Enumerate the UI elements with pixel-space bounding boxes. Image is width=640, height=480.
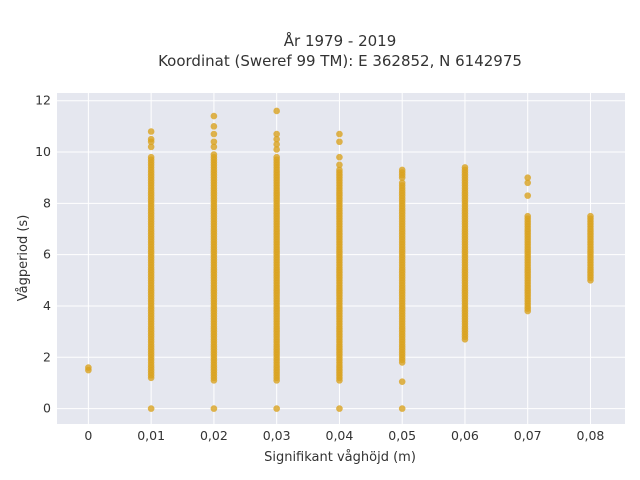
data-point <box>273 146 280 153</box>
data-point <box>587 212 594 220</box>
data-point <box>336 166 343 174</box>
y-tick-label: 6 <box>43 247 51 262</box>
x-tick-label: 0,05 <box>388 428 416 443</box>
data-point <box>336 138 343 146</box>
data-point <box>524 192 532 199</box>
data-point <box>147 128 155 135</box>
data-point <box>85 364 92 371</box>
data-point <box>210 138 218 146</box>
x-tick-label: 0,06 <box>451 428 479 443</box>
data-point <box>210 405 218 412</box>
x-tick-label: 0,03 <box>263 428 291 443</box>
data-point <box>210 151 218 158</box>
y-tick-label: 2 <box>43 349 51 364</box>
y-tick-label: 8 <box>43 195 51 210</box>
x-tick-label: 0 <box>84 428 92 443</box>
data-point <box>461 164 469 171</box>
data-point <box>524 174 532 181</box>
data-point <box>147 405 155 412</box>
data-point <box>398 179 406 187</box>
data-point <box>273 135 280 143</box>
data-point <box>336 405 343 412</box>
data-point <box>273 153 280 161</box>
x-tick-label: 0,02 <box>200 428 228 443</box>
y-tick-label: 12 <box>35 93 51 108</box>
data-point <box>524 212 532 220</box>
data-point <box>273 141 280 148</box>
chart-subtitle: Koordinat (Sweref 99 TM): E 362852, N 61… <box>158 52 522 70</box>
data-point <box>147 143 155 151</box>
data-point <box>273 405 280 412</box>
data-point <box>210 143 218 151</box>
data-point <box>210 123 218 130</box>
data-point <box>524 179 532 187</box>
data-point <box>336 161 343 169</box>
x-tick-label: 0,04 <box>326 428 354 443</box>
data-point <box>210 130 218 138</box>
x-tick-label: 0,01 <box>137 428 165 443</box>
data-point <box>336 130 343 138</box>
data-point <box>398 405 406 412</box>
y-tick-label: 10 <box>35 144 51 159</box>
data-point <box>273 130 280 138</box>
tick-labels: 0 2 4 6 8 10 12 0 0,01 0,02 0,03 0,04 0,05 0,06 0,07 0,… <box>35 93 604 443</box>
y-axis-title: Vågperiod (s) <box>16 215 31 302</box>
data-point <box>147 135 155 143</box>
y-tick-label: 4 <box>43 298 51 313</box>
data-point <box>273 107 280 115</box>
data-point <box>398 166 406 174</box>
data-point <box>147 153 155 161</box>
data-point <box>210 112 218 120</box>
x-axis-title: Signifikant våghöjd (m) <box>264 450 416 465</box>
chart-title: År 1979 - 2019 <box>284 31 397 50</box>
y-tick-label: 0 <box>43 401 51 416</box>
x-tick-label: 0,07 <box>514 428 542 443</box>
data-point <box>398 378 406 385</box>
x-tick-label: 0,08 <box>577 428 605 443</box>
data-points <box>85 107 594 412</box>
data-point <box>336 153 343 161</box>
